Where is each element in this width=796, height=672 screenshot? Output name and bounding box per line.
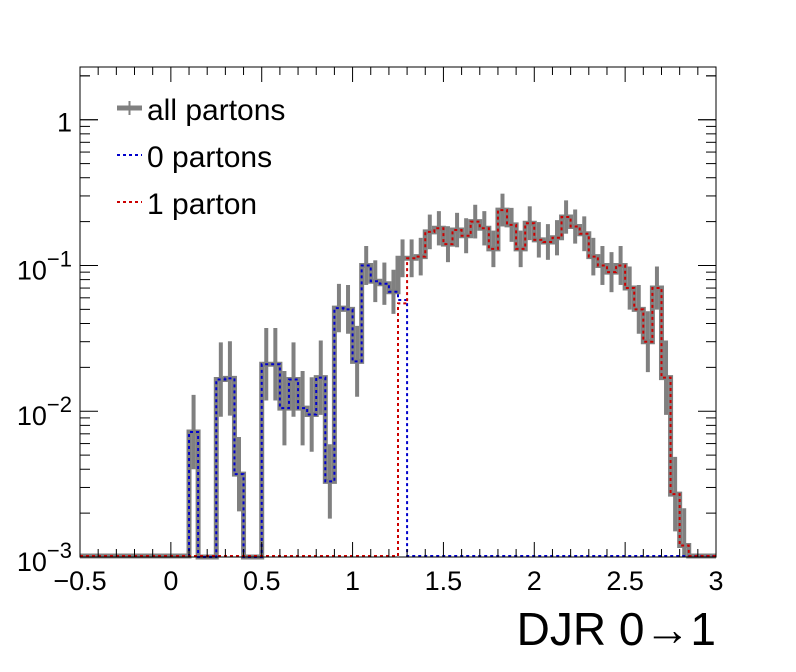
x-tick-label: 2 xyxy=(527,566,542,596)
y-tick-label: 10−2 xyxy=(17,392,72,431)
x-tick-labels: −0.5 0 0.5 1 1.5 2 2.5 3 xyxy=(53,566,723,596)
legend-entry: 0 partons xyxy=(117,141,272,174)
y-tick-labels: 1 10−1 10−2 10−3 xyxy=(17,108,72,577)
y-tick-label: 10−3 xyxy=(17,538,72,577)
x-tick-label: 0.5 xyxy=(243,566,281,596)
y-tick-label: 10−1 xyxy=(17,246,72,285)
plot-frame xyxy=(79,66,717,558)
x-tick-label: 0 xyxy=(163,566,178,596)
x-tick-label: 2.5 xyxy=(606,566,644,596)
x-tick-label: 3 xyxy=(708,566,723,596)
y-tick-label: 1 xyxy=(57,108,72,138)
x-tick-label: 1.5 xyxy=(425,566,463,596)
x-tick-label: 1 xyxy=(345,566,360,596)
legend-label: 1 parton xyxy=(147,188,257,221)
legend-label: 0 partons xyxy=(147,141,272,174)
series-layer xyxy=(80,193,716,560)
series-line-0-partons xyxy=(80,264,716,558)
legend-label: all partons xyxy=(147,94,285,127)
x-axis-title: DJR 0→1 xyxy=(517,603,716,655)
ticks-layer xyxy=(79,67,717,558)
legend-entry: 1 parton xyxy=(117,188,257,221)
legend: all partons 0 partons 1 parton xyxy=(117,94,285,221)
legend-entry: all partons xyxy=(117,94,285,127)
series-0-partons xyxy=(80,264,716,558)
x-tick-label: −0.5 xyxy=(53,566,106,596)
